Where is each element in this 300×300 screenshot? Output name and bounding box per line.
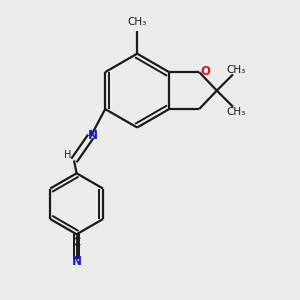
Text: O: O xyxy=(200,65,210,78)
Text: CH₃: CH₃ xyxy=(226,64,246,75)
Text: H: H xyxy=(64,150,71,160)
Text: C: C xyxy=(73,236,81,249)
Text: N: N xyxy=(88,129,98,142)
Text: CH₃: CH₃ xyxy=(128,17,147,27)
Text: CH₃: CH₃ xyxy=(226,106,246,117)
Text: N: N xyxy=(72,255,82,268)
